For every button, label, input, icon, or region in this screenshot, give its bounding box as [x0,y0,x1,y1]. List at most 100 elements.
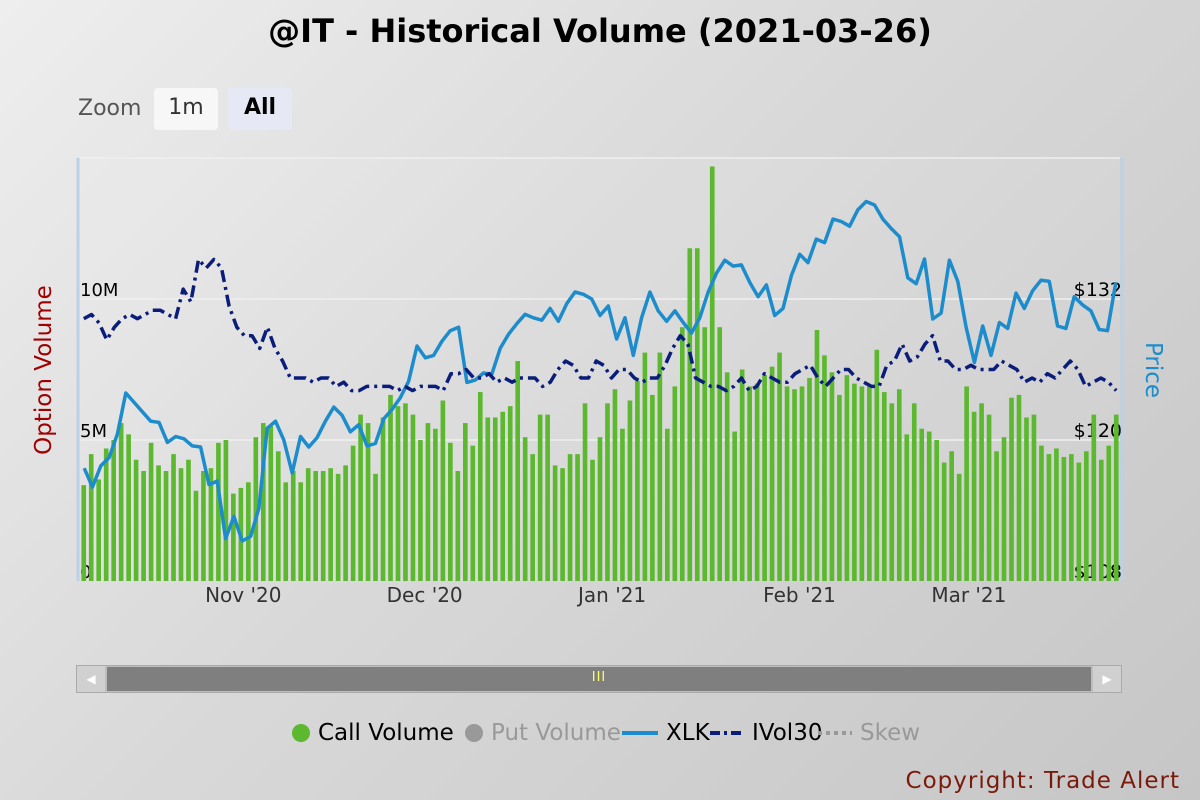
call-volume-bar [485,417,491,581]
call-volume-bar [477,392,483,581]
call-volume-bar [283,482,289,581]
call-volume-bar [1024,417,1029,581]
call-volume-bar [807,377,812,581]
call-volume-bar [448,442,453,581]
call-volume-bar [1031,414,1037,581]
right-tick-label: $120 [1074,420,1122,442]
call-volume-bar [934,440,940,581]
call-volume-bar [986,414,992,581]
call-volume-bar [537,414,543,581]
call-volume-bar [395,406,401,581]
call-volume-bar [627,400,633,581]
zoom-all-button[interactable]: All [228,88,292,130]
call-volume-bar [665,428,670,581]
call-volume-bar [1009,397,1014,581]
x-tick-label: Mar '21 [931,583,1006,607]
call-volume-bar [410,414,416,581]
x-tick-label: Nov '20 [205,583,281,607]
legend-item-ivol30[interactable]: IVol30 [710,718,822,748]
call-volume-bar [582,403,588,581]
call-volume-bar [679,327,685,581]
call-volume-bar [320,471,326,581]
legend-item-call-volume[interactable]: Call Volume [292,718,454,748]
left-axis-title: Option Volume [31,285,57,455]
call-volume-bar [889,403,895,581]
call-volume-bar [881,392,887,581]
call-volume-bar [350,445,356,581]
call-volume-bar [1016,394,1022,581]
call-volume-bar [762,375,767,581]
call-volume-bar [612,389,618,581]
legend-item-xlk[interactable]: XLK [622,718,710,748]
call-volume-bar [1046,454,1052,581]
legend-label: XLK [666,720,710,746]
ivol30-line [82,257,1118,393]
call-volume-bar [650,394,655,581]
call-volume-bar [552,465,558,581]
call-volume-bar [373,473,378,581]
chart-title: @IT - Historical Volume (2021-03-26) [268,12,932,50]
call-volume-bar [305,468,311,581]
call-volume-bar [567,454,573,581]
scroll-right-button[interactable]: ▶ [1093,666,1121,692]
legend-label: Call Volume [318,720,454,746]
scroll-left-button[interactable]: ◀ [77,666,105,692]
call-volume-bar [470,445,476,581]
call-volume-bar [979,403,984,581]
zoom-label: Zoom [78,96,142,121]
call-volume-bar [672,386,678,581]
call-volume-bar [545,414,550,581]
legend-label: Put Volume [491,720,621,746]
call-volume-bar [792,389,797,581]
call-volume-bar [111,440,116,581]
left-tick-label: 5M [80,421,107,442]
call-volume-bar [814,330,820,581]
call-volume-bar [507,406,513,581]
call-volume-bar [223,440,229,581]
legend-item-skew[interactable]: Skew [818,718,920,748]
call-volume-bar [418,440,423,581]
right-axis-title: Price [1140,342,1166,398]
legend-dotted-icon [818,731,852,735]
call-volume-bar [313,471,319,581]
call-volume-bar [1061,456,1067,581]
call-volume-bar [1098,459,1104,581]
legend-dot-icon [465,724,483,742]
call-volume-bar [687,248,693,582]
call-volume-bar [178,468,184,581]
scrollbar-thumb[interactable]: III [107,667,1091,691]
call-volume-bar [859,386,865,581]
navigator-scrollbar[interactable]: ◀ III ▶ [76,665,1122,693]
call-volume-bar [956,473,962,581]
call-volume-bar [290,471,296,581]
call-volume-bar [575,454,580,581]
zoom-1m-button[interactable]: 1m [154,88,218,130]
call-volume-bar [171,454,176,581]
call-volume-bar [911,403,917,581]
call-volume-bar [1084,451,1089,581]
call-volume-bar [799,386,805,581]
call-volume-bar [231,493,236,581]
arrow-right-icon: ▶ [1102,672,1112,686]
x-tick-label: Dec '20 [387,583,463,607]
call-volume-bar [657,352,663,581]
legend-item-put-volume[interactable]: Put Volume [465,718,621,748]
call-volume-bar [530,454,535,581]
call-volume-bar [343,465,348,581]
call-volume-bar [635,380,640,581]
call-volume-bar [1076,462,1082,581]
call-volume-bar [1091,414,1097,581]
arrow-left-icon: ◀ [86,672,96,686]
call-volume-bar [769,366,775,581]
call-volume-bar [724,372,730,581]
call-volume-bar [852,383,857,581]
call-volume-bar [260,423,266,581]
call-volume-bar [253,437,259,581]
call-volume-bar [275,451,281,581]
call-volume-bar [919,428,925,581]
call-volume-bar [141,471,146,581]
legend-dashdot-icon [710,731,744,735]
call-volume-bar [81,485,87,581]
call-volume-bar [867,386,872,581]
call-volume-bar [298,482,304,581]
